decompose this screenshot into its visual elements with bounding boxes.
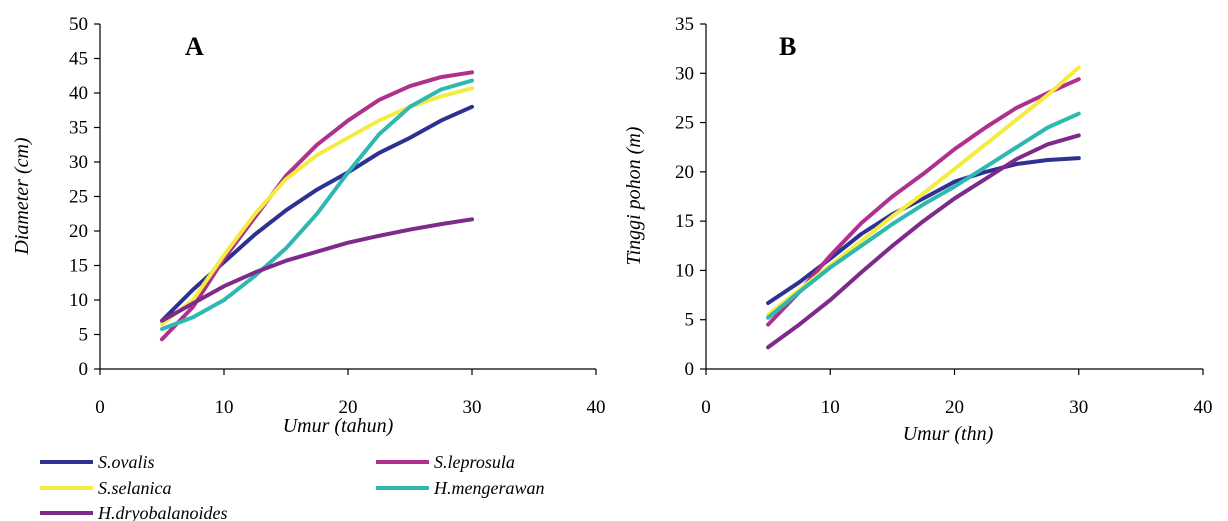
chart-a-series-line-h-mengerawan (160, 78, 474, 331)
chart-b-series-line-s-leprosula (766, 77, 1081, 327)
chart-a-x-tick-label-3: 30 (463, 397, 482, 418)
chart-b-y-tick-label-6: 30 (675, 63, 694, 84)
chart-a-y-axis-title: Diameter (cm) (11, 137, 33, 256)
chart-b-x-tick-label-3: 30 (1069, 397, 1088, 418)
chart-b-y-tick-label-5: 25 (675, 113, 694, 134)
chart-b-x-tick-label-1: 10 (821, 397, 840, 418)
chart-a-series (160, 70, 474, 342)
chart-a-x-tick-label-0: 0 (95, 397, 105, 418)
chart-a-panel-label: A (185, 32, 204, 61)
chart-b-x-ticks: 0 10 20 30 40 (701, 369, 1213, 418)
chart-a-x-ticks: 0 10 20 30 40 (95, 369, 606, 418)
chart-b-series-line-h-mengerawan (766, 111, 1081, 320)
chart-a-x-tick-label-1: 10 (215, 397, 234, 418)
legend-label-h-dryobalanoides: H.dryobalanoides (97, 503, 228, 521)
chart-a-x-tick-label-2: 20 (339, 397, 358, 418)
legend-entry-s-selanica: S.selanica (40, 478, 172, 498)
chart-panel-a: 0 5 10 15 20 25 30 35 40 45 50 0 10 20 30 40 A Umur (t… (11, 14, 606, 437)
chart-a-y-ticks: 0 5 10 15 20 25 30 35 40 45 50 (69, 14, 100, 380)
chart-b-x-tick-label-2: 20 (945, 397, 964, 418)
chart-a-y-tick-label-4: 20 (69, 221, 88, 242)
chart-a-series-line-s-selanica (160, 86, 474, 327)
chart-b-x-tick-label-0: 0 (701, 397, 711, 418)
chart-a-y-tick-label-10: 50 (69, 14, 88, 35)
chart-legend: S.ovalis S.leprosula S.selanica H.menger… (40, 452, 545, 521)
chart-a-series-line-s-leprosula (160, 70, 474, 342)
chart-a-y-tick-label-0: 0 (79, 359, 89, 380)
legend-entry-h-dryobalanoides: H.dryobalanoides (40, 503, 228, 521)
legend-entry-s-leprosula: S.leprosula (376, 452, 515, 472)
chart-a-y-tick-label-3: 15 (69, 256, 88, 277)
chart-b-y-axis-title: Tinggi pohon (m) (623, 126, 645, 265)
chart-a-series-line-h-dryobalanoides (160, 217, 474, 323)
legend-label-h-mengerawan: H.mengerawan (433, 478, 545, 498)
chart-a-y-tick-label-2: 10 (69, 290, 88, 311)
chart-a-x-tick-label-4: 40 (587, 397, 606, 418)
chart-a-y-tick-label-7: 35 (69, 118, 88, 139)
chart-a-y-tick-label-6: 30 (69, 152, 88, 173)
chart-b-y-ticks: 0 5 10 15 20 25 30 35 (675, 14, 706, 380)
chart-b-x-tick-label-4: 40 (1194, 397, 1213, 418)
chart-b-y-tick-label-4: 20 (675, 162, 694, 183)
chart-b-y-tick-label-3: 15 (675, 211, 694, 232)
legend-entry-h-mengerawan: H.mengerawan (376, 478, 545, 498)
chart-b-panel-label: B (779, 32, 796, 61)
chart-a-y-tick-label-5: 25 (69, 187, 88, 208)
legend-entry-s-ovalis: S.ovalis (40, 452, 155, 472)
chart-b-series-line-h-dryobalanoides (766, 133, 1081, 350)
chart-b-y-tick-label-2: 10 (675, 260, 694, 281)
chart-b-x-axis-title: Umur (thn) (903, 423, 994, 445)
chart-a-y-tick-label-1: 5 (79, 325, 89, 346)
chart-b-y-tick-label-7: 35 (675, 14, 694, 35)
legend-label-s-ovalis: S.ovalis (98, 452, 155, 472)
chart-a-x-axis-title: Umur (tahun) (283, 415, 394, 437)
legend-label-s-selanica: S.selanica (98, 478, 172, 498)
chart-panel-b: 0 5 10 15 20 25 30 35 0 10 20 30 40 B Umur (thn) Ti… (623, 14, 1213, 445)
chart-a-y-tick-label-9: 45 (69, 49, 88, 70)
chart-b-y-tick-label-1: 5 (685, 310, 695, 331)
chart-b-y-tick-label-0: 0 (685, 359, 695, 380)
chart-a-y-tick-label-8: 40 (69, 83, 88, 104)
legend-label-s-leprosula: S.leprosula (434, 452, 515, 472)
chart-b-series (766, 65, 1081, 350)
